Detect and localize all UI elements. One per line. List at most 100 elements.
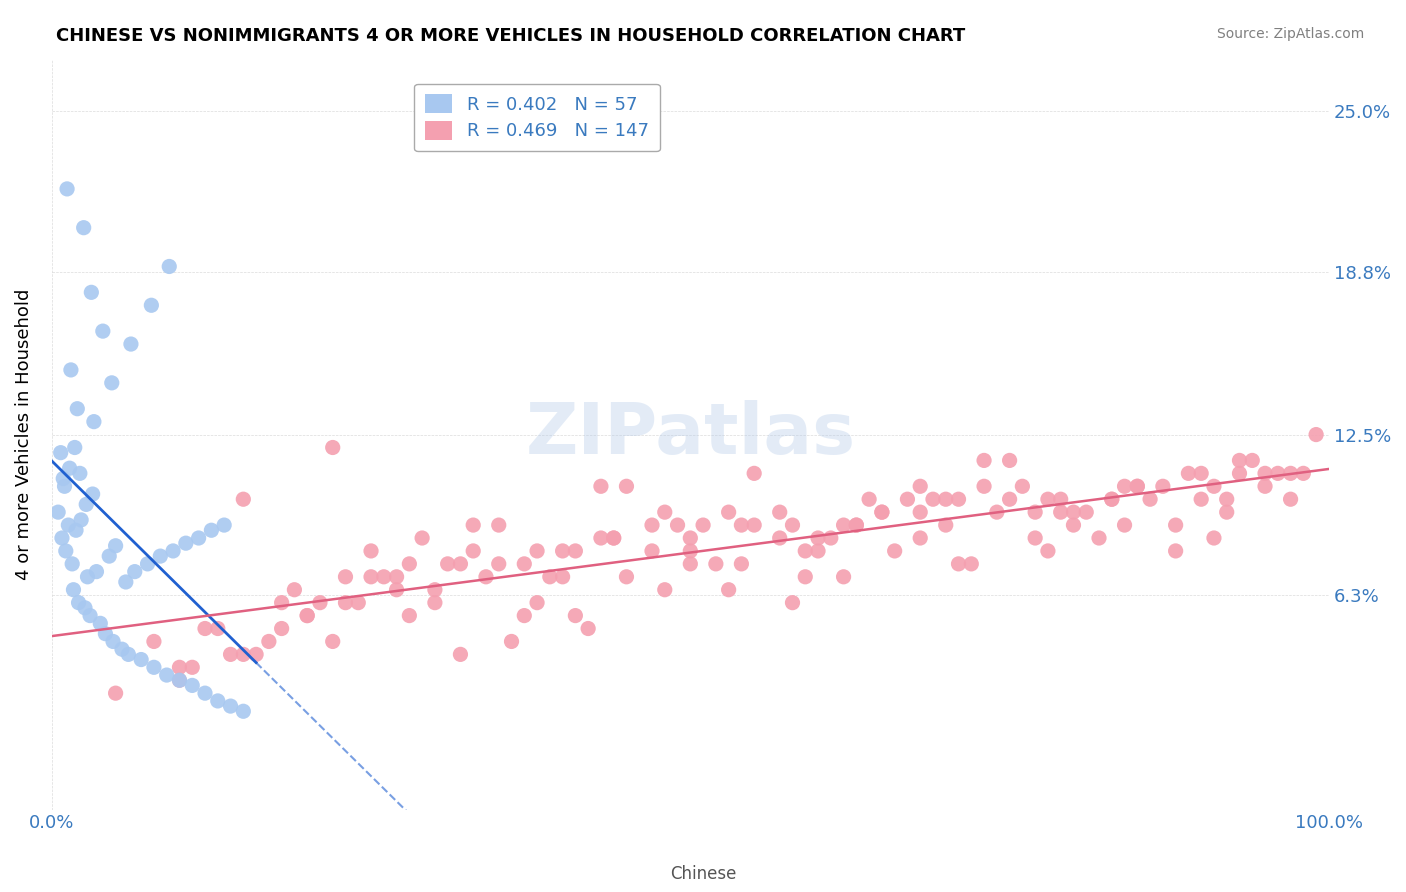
Point bbox=[948, 557, 970, 571]
Point bbox=[385, 570, 408, 584]
Point bbox=[1049, 492, 1071, 507]
Point bbox=[1036, 492, 1059, 507]
Point bbox=[94, 626, 117, 640]
Point bbox=[1229, 467, 1251, 481]
Point bbox=[717, 582, 740, 597]
Point bbox=[169, 673, 191, 688]
Point bbox=[169, 673, 191, 688]
Point bbox=[782, 596, 804, 610]
Point bbox=[169, 660, 191, 674]
Point bbox=[576, 622, 599, 636]
Point bbox=[1024, 531, 1046, 545]
Point bbox=[1114, 479, 1136, 493]
Point bbox=[1292, 467, 1315, 481]
Point bbox=[385, 582, 408, 597]
Point bbox=[200, 523, 222, 537]
Point bbox=[1101, 492, 1123, 507]
Point bbox=[69, 467, 91, 481]
Point bbox=[1152, 479, 1174, 493]
Point bbox=[1126, 479, 1149, 493]
Point bbox=[742, 518, 765, 533]
Point bbox=[1062, 518, 1084, 533]
Point bbox=[142, 660, 165, 674]
Point bbox=[870, 505, 893, 519]
Point bbox=[270, 596, 292, 610]
Point bbox=[986, 505, 1008, 519]
Point bbox=[58, 518, 80, 533]
Point bbox=[1177, 467, 1199, 481]
Y-axis label: 4 or more Vehicles in Household: 4 or more Vehicles in Household bbox=[15, 289, 32, 581]
Point bbox=[104, 539, 127, 553]
Point bbox=[794, 570, 817, 584]
Point bbox=[794, 544, 817, 558]
Point bbox=[807, 531, 830, 545]
Point bbox=[998, 453, 1021, 467]
Point bbox=[101, 634, 124, 648]
Point bbox=[100, 376, 122, 390]
Point bbox=[960, 557, 983, 571]
Point bbox=[1062, 505, 1084, 519]
Point bbox=[67, 596, 90, 610]
Point bbox=[845, 518, 868, 533]
Point bbox=[488, 518, 510, 533]
Point bbox=[1164, 544, 1187, 558]
Point bbox=[730, 557, 752, 571]
Point bbox=[181, 678, 204, 692]
Point bbox=[157, 260, 180, 274]
Point bbox=[309, 596, 332, 610]
Point bbox=[475, 570, 498, 584]
Point bbox=[411, 531, 433, 545]
Point bbox=[832, 570, 855, 584]
Text: CHINESE VS NONIMMIGRANTS 4 OR MORE VEHICLES IN HOUSEHOLD CORRELATION CHART: CHINESE VS NONIMMIGRANTS 4 OR MORE VEHIC… bbox=[56, 27, 966, 45]
Point bbox=[347, 596, 370, 610]
Point bbox=[232, 648, 254, 662]
Point bbox=[59, 461, 82, 475]
Point bbox=[187, 531, 209, 545]
Point bbox=[56, 182, 79, 196]
Point bbox=[398, 608, 420, 623]
Point bbox=[782, 518, 804, 533]
Point bbox=[83, 415, 105, 429]
Point bbox=[360, 570, 382, 584]
Point bbox=[207, 694, 229, 708]
Point bbox=[49, 445, 72, 459]
Point bbox=[742, 467, 765, 481]
Point bbox=[55, 544, 77, 558]
Point bbox=[141, 298, 163, 312]
Point bbox=[449, 648, 471, 662]
Point bbox=[1139, 492, 1161, 507]
Point bbox=[564, 608, 586, 623]
Point bbox=[551, 544, 574, 558]
Point bbox=[86, 565, 108, 579]
Point bbox=[436, 557, 458, 571]
Point bbox=[602, 531, 624, 545]
Point bbox=[1126, 479, 1149, 493]
Point bbox=[174, 536, 197, 550]
Point bbox=[1036, 544, 1059, 558]
Point bbox=[641, 544, 664, 558]
Point bbox=[295, 608, 318, 623]
Point bbox=[46, 505, 69, 519]
Point bbox=[463, 544, 485, 558]
Point bbox=[922, 492, 945, 507]
Point bbox=[120, 337, 142, 351]
Point bbox=[162, 544, 184, 558]
Point bbox=[270, 622, 292, 636]
Text: Chinese: Chinese bbox=[669, 865, 737, 883]
Point bbox=[820, 531, 842, 545]
Point bbox=[114, 574, 136, 589]
Point bbox=[212, 518, 235, 533]
Point bbox=[1049, 505, 1071, 519]
Point bbox=[117, 648, 139, 662]
Point bbox=[52, 471, 75, 485]
Point bbox=[564, 544, 586, 558]
Point bbox=[692, 518, 714, 533]
Point bbox=[616, 570, 638, 584]
Point bbox=[104, 686, 127, 700]
Point bbox=[1076, 505, 1098, 519]
Point bbox=[207, 622, 229, 636]
Point bbox=[232, 492, 254, 507]
Point bbox=[935, 492, 957, 507]
Point bbox=[1101, 492, 1123, 507]
Point bbox=[295, 608, 318, 623]
